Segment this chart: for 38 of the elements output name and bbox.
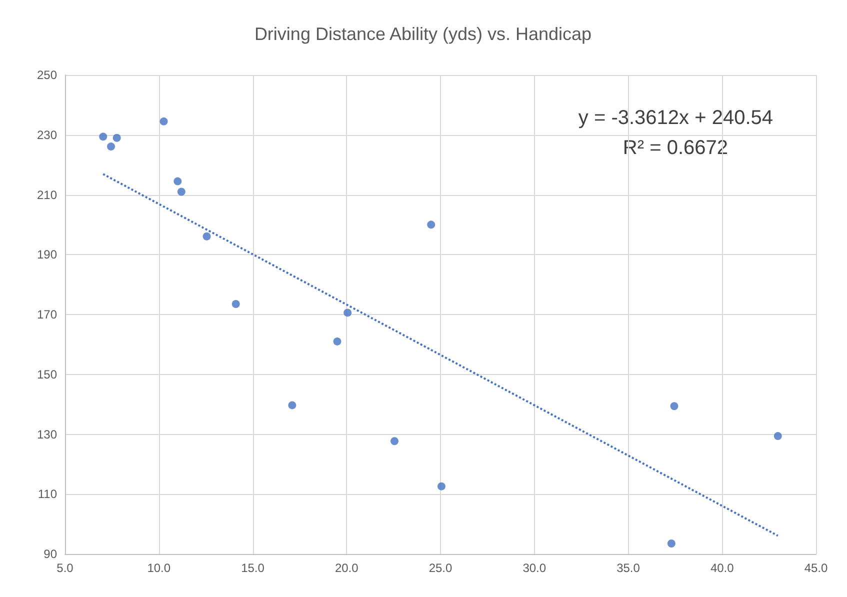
x-tick-label: 10.0 [147, 561, 171, 575]
x-tick-label: 35.0 [616, 561, 640, 575]
point [670, 402, 678, 410]
y-tick-label: 110 [38, 487, 58, 502]
point [667, 540, 676, 548]
point [288, 401, 296, 410]
x-tick-label: 25.0 [428, 561, 452, 575]
point [437, 482, 446, 490]
y-tick-label: 190 [36, 248, 58, 262]
y-tick-label: 90 [44, 547, 58, 561]
x-tick-label: 40.0 [710, 561, 734, 575]
y-tick-label: 230 [36, 128, 58, 142]
point [99, 132, 108, 141]
point [232, 300, 240, 308]
x-tick-label: 30.0 [522, 561, 546, 575]
point [427, 220, 436, 229]
x-tick-label: 20.0 [334, 561, 359, 575]
point [344, 308, 352, 317]
chart-title: Driving Distance Ability (yds) vs. Handicap [254, 24, 592, 44]
y-tick-label: 130 [36, 427, 58, 442]
point [202, 232, 211, 240]
y-tick-label: 210 [36, 188, 58, 202]
annotation: R² = 0.6672 [622, 137, 728, 159]
y-tick-label: 150 [36, 367, 58, 382]
x-tick-label: 45.0 [804, 561, 828, 575]
point [174, 177, 182, 186]
point [107, 142, 115, 151]
x-tick-label: 15.0 [241, 561, 265, 575]
y-tick-label: 170 [36, 308, 58, 322]
annotation: y = -3.3612x + 240.54 [578, 107, 774, 129]
point [774, 432, 782, 440]
point [333, 337, 342, 346]
point [160, 117, 168, 126]
point [112, 134, 121, 142]
x-tick-label: 5.0 [56, 561, 74, 575]
point [177, 188, 186, 196]
point [390, 437, 398, 446]
y-tick-label: 250 [36, 68, 58, 82]
